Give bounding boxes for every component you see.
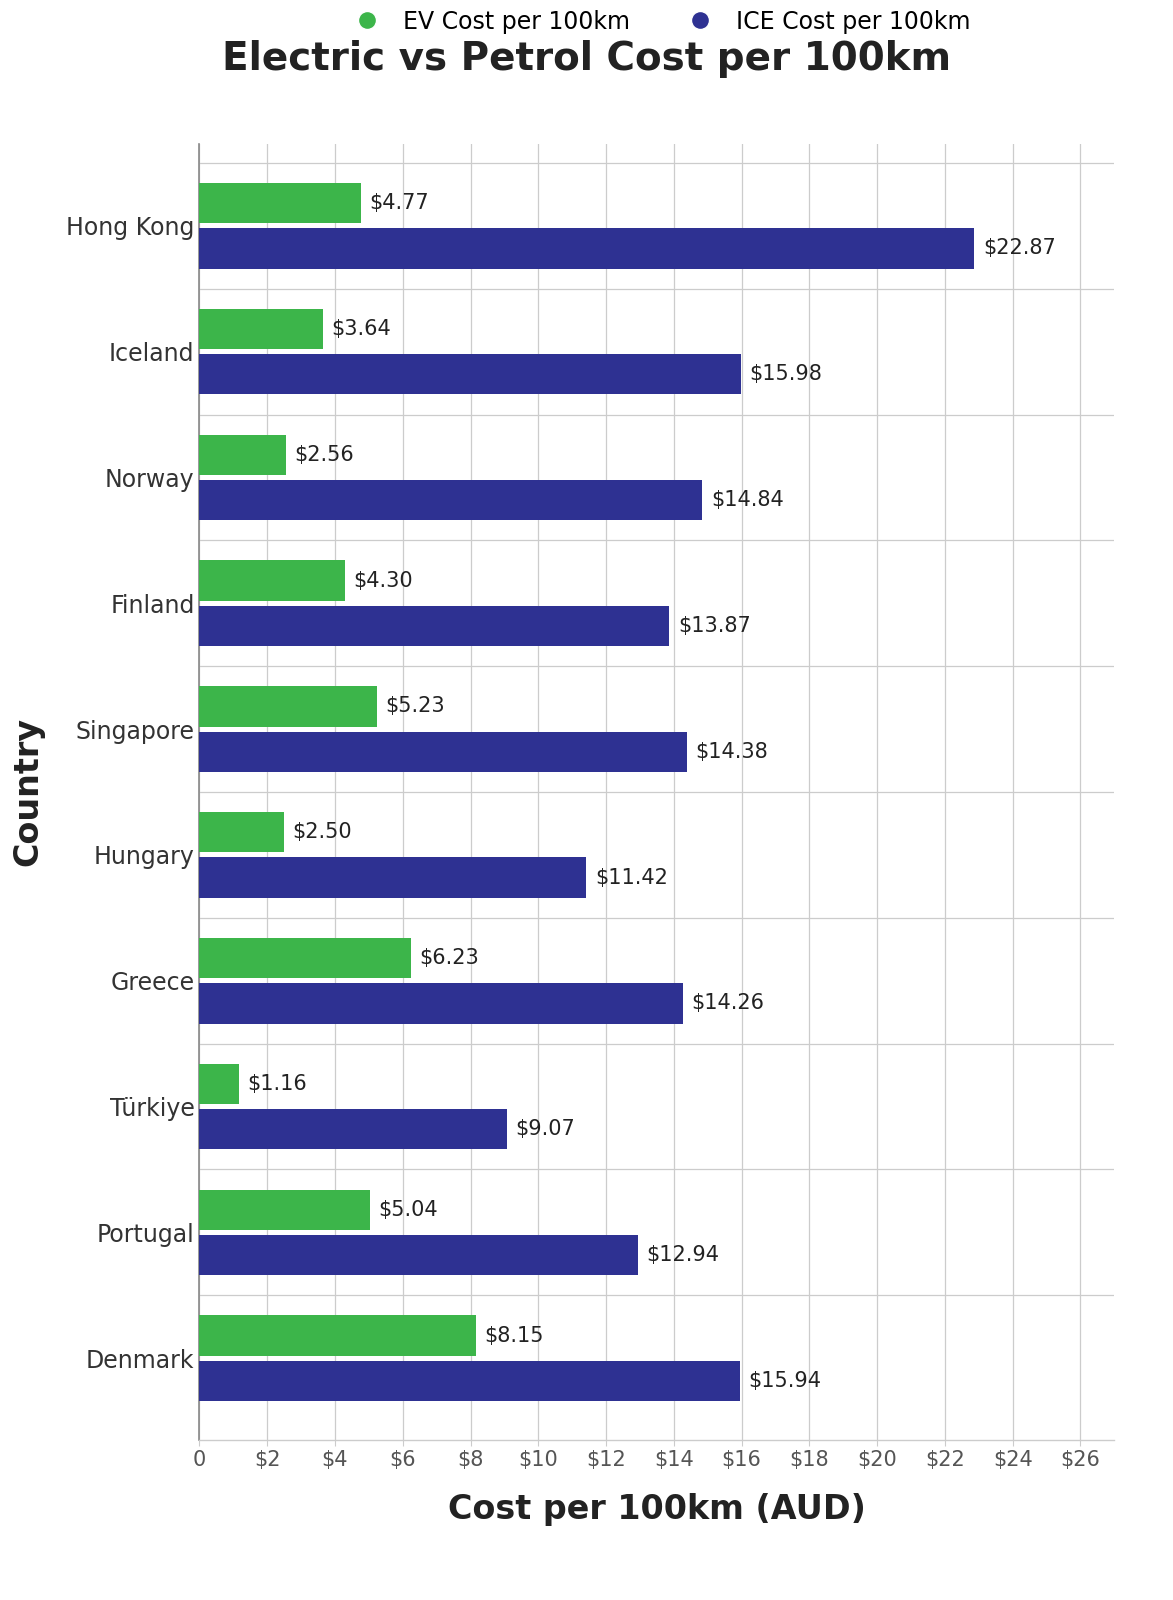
Bar — [199, 1109, 507, 1149]
Bar — [199, 686, 377, 726]
Text: $14.26: $14.26 — [691, 994, 764, 1013]
Text: $8.15: $8.15 — [484, 1325, 543, 1346]
Text: $3.64: $3.64 — [331, 318, 391, 339]
Bar — [199, 560, 345, 600]
Text: $2.50: $2.50 — [292, 822, 352, 842]
Bar — [199, 938, 411, 978]
Bar — [199, 309, 323, 349]
Text: $6.23: $6.23 — [419, 949, 479, 968]
Bar — [199, 182, 361, 224]
Y-axis label: Country: Country — [11, 717, 43, 867]
Text: $2.56: $2.56 — [294, 445, 354, 464]
Text: Electric vs Petrol Cost per 100km: Electric vs Petrol Cost per 100km — [222, 40, 951, 78]
Text: $22.87: $22.87 — [983, 238, 1056, 259]
Text: $5.23: $5.23 — [385, 696, 445, 717]
Bar — [199, 229, 975, 269]
Bar — [199, 1064, 239, 1104]
Text: $14.38: $14.38 — [696, 742, 768, 762]
Bar — [199, 984, 683, 1024]
Legend: EV Cost per 100km, ICE Cost per 100km: EV Cost per 100km, ICE Cost per 100km — [334, 0, 979, 43]
Bar — [199, 1360, 739, 1402]
Text: $5.04: $5.04 — [379, 1200, 439, 1219]
Text: $4.77: $4.77 — [369, 194, 429, 213]
Text: $4.30: $4.30 — [353, 571, 413, 590]
Text: $12.94: $12.94 — [646, 1245, 719, 1266]
Bar — [199, 1190, 371, 1230]
Text: $13.87: $13.87 — [678, 616, 751, 635]
Bar — [199, 813, 284, 853]
Bar — [199, 1315, 475, 1355]
Text: $1.16: $1.16 — [248, 1074, 307, 1094]
Bar — [199, 354, 741, 394]
Text: $9.07: $9.07 — [515, 1120, 575, 1139]
X-axis label: Cost per 100km (AUD): Cost per 100km (AUD) — [448, 1493, 866, 1526]
Bar — [199, 731, 686, 771]
Text: $14.84: $14.84 — [711, 490, 784, 510]
Text: $15.94: $15.94 — [748, 1371, 821, 1390]
Bar — [199, 606, 670, 646]
Bar — [199, 480, 703, 520]
Bar — [199, 858, 586, 898]
Bar — [199, 435, 286, 475]
Text: $15.98: $15.98 — [750, 365, 822, 384]
Text: $11.42: $11.42 — [595, 867, 667, 888]
Bar — [199, 1235, 638, 1275]
